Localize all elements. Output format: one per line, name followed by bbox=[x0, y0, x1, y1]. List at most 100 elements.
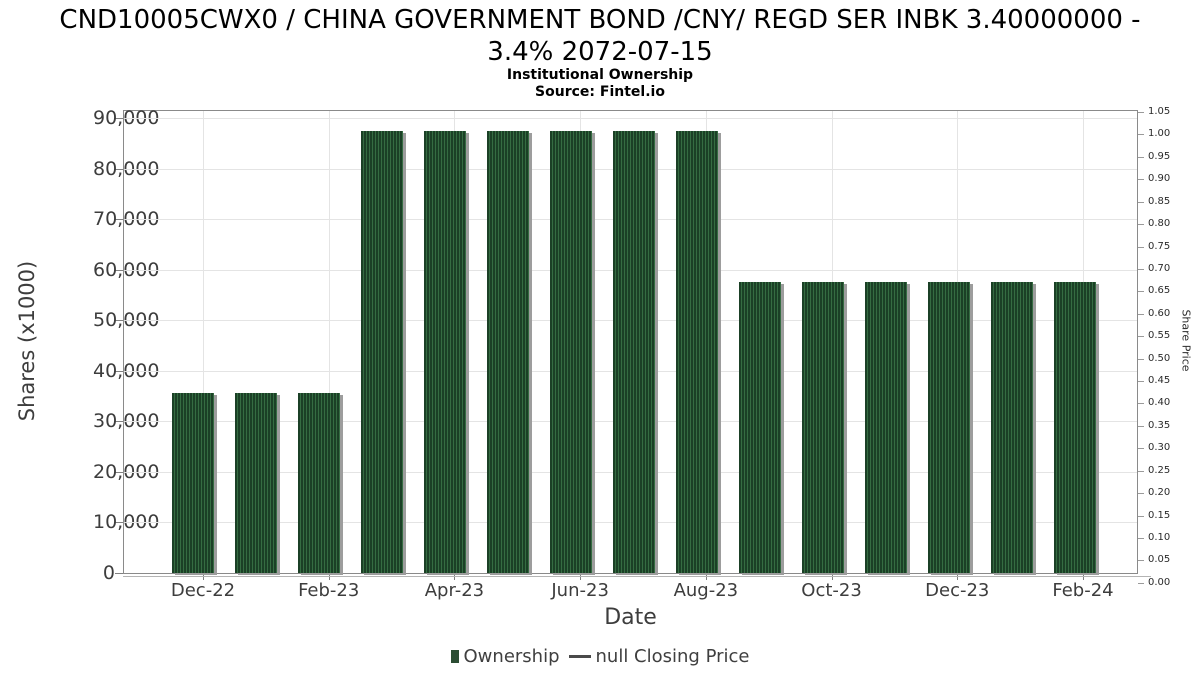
y-axis-right-tick bbox=[1138, 537, 1144, 539]
y-axis-right-tick bbox=[1138, 268, 1144, 270]
y-axis-left-tick-label: 40,000 bbox=[93, 360, 159, 382]
y-axis-left-tick bbox=[115, 118, 123, 119]
y-axis-right-tick bbox=[1138, 224, 1144, 226]
x-axis-line bbox=[123, 576, 1151, 577]
y-axis-left-tick bbox=[115, 168, 123, 170]
y-axis-right-tick-label: 0.75 bbox=[1148, 240, 1171, 252]
ownership-bar[interactable] bbox=[801, 282, 844, 573]
y-axis-left-tick-label: 20,000 bbox=[93, 461, 159, 483]
y-axis-left-tick bbox=[115, 522, 123, 524]
x-axis-tick bbox=[957, 574, 959, 580]
x-axis-tick-label: Dec-22 bbox=[170, 580, 236, 601]
y-axis-left-tick-label: 80,000 bbox=[93, 158, 159, 180]
x-axis-tick-label: Jun-23 bbox=[551, 580, 609, 601]
y-axis-right-tick-label: 0.80 bbox=[1148, 218, 1171, 230]
legend: Ownership null Closing Price bbox=[0, 646, 1200, 667]
y-axis-left-tick-label: 50,000 bbox=[93, 309, 159, 331]
chart-title-line1: CND10005CWX0 / CHINA GOVERNMENT BOND /CN… bbox=[59, 5, 1141, 35]
y-axis-right-tick-label: 0.55 bbox=[1148, 330, 1171, 342]
ownership-bar[interactable] bbox=[612, 131, 655, 573]
gridline-horizontal bbox=[124, 118, 1137, 119]
ownership-bar[interactable] bbox=[486, 131, 529, 573]
price-legend-label: null Closing Price bbox=[595, 646, 750, 667]
y-axis-right-tick bbox=[1138, 470, 1144, 472]
y-axis-right-tick-label: 0.15 bbox=[1148, 509, 1171, 521]
x-axis-tick-label: Dec-23 bbox=[925, 580, 990, 601]
ownership-bar[interactable] bbox=[927, 282, 970, 573]
y-axis-right-tick-label: 0.40 bbox=[1148, 397, 1171, 409]
plot-area bbox=[115, 110, 1144, 584]
y-axis-right-tick bbox=[1138, 358, 1144, 360]
y-axis-left-label: Shares (x1000) bbox=[15, 260, 39, 422]
y-axis-left-tick bbox=[115, 219, 123, 221]
x-axis-tick bbox=[831, 574, 833, 580]
gridline-vertical bbox=[203, 111, 204, 573]
ownership-bar[interactable] bbox=[738, 282, 781, 573]
y-axis-right-tick-label: 0.65 bbox=[1148, 285, 1171, 297]
y-axis-right-tick-label: 0.05 bbox=[1148, 554, 1171, 566]
y-axis-right-tick bbox=[1138, 515, 1144, 517]
ownership-bar[interactable] bbox=[990, 282, 1033, 573]
ownership-swatch-icon bbox=[450, 650, 459, 663]
y-axis-right-tick-label: 0.35 bbox=[1148, 419, 1171, 431]
ownership-bar[interactable] bbox=[549, 131, 592, 573]
y-axis-left-tick bbox=[115, 269, 123, 271]
ownership-bar[interactable] bbox=[1053, 282, 1096, 573]
ownership-bar[interactable] bbox=[423, 131, 466, 573]
ownership-bar[interactable] bbox=[171, 393, 214, 573]
y-axis-right-tick-label: 0.70 bbox=[1148, 262, 1171, 274]
y-axis-right-tick-label: 0.50 bbox=[1148, 352, 1171, 364]
y-axis-right-tick-label: 0.60 bbox=[1148, 307, 1171, 319]
x-axis-tick bbox=[1082, 574, 1084, 580]
ownership-legend-label: Ownership bbox=[463, 646, 560, 667]
ownership-bar[interactable] bbox=[234, 393, 277, 573]
y-axis-left-tick-label: 70,000 bbox=[93, 208, 159, 230]
y-axis-right-tick-label: 1.05 bbox=[1148, 106, 1171, 117]
y-axis-right-tick-label: 0.85 bbox=[1148, 195, 1171, 207]
chart-subtitle: Institutional Ownership bbox=[506, 67, 694, 83]
y-axis-right-tick bbox=[1138, 336, 1144, 338]
y-axis-left-tick bbox=[115, 421, 123, 423]
y-axis-right-tick bbox=[1138, 582, 1144, 584]
y-axis-left-tick-label: 10,000 bbox=[93, 511, 159, 533]
y-axis-right-tick bbox=[1138, 403, 1144, 405]
x-axis-tick bbox=[203, 574, 204, 580]
y-axis-right-tick-label: 0.45 bbox=[1148, 375, 1171, 387]
y-axis-right-tick bbox=[1138, 246, 1144, 248]
x-axis-tick bbox=[328, 574, 330, 580]
y-axis-left-tick-label: 60,000 bbox=[93, 259, 159, 281]
y-axis-right-tick bbox=[1138, 134, 1144, 136]
x-axis-tick-label: Feb-24 bbox=[1052, 580, 1114, 601]
y-axis-right-tick-label: 0.00 bbox=[1148, 576, 1171, 588]
ownership-bar[interactable] bbox=[360, 131, 403, 573]
y-axis-right-tick bbox=[1138, 425, 1144, 427]
gridline-vertical bbox=[328, 111, 330, 573]
y-axis-left-tick bbox=[115, 370, 123, 372]
x-axis-tick bbox=[705, 574, 707, 580]
y-axis-left-tick bbox=[115, 573, 123, 574]
y-axis-right-tick-label: 1.00 bbox=[1148, 128, 1171, 140]
x-axis-tick-label: Oct-23 bbox=[801, 580, 862, 601]
y-axis-right-tick bbox=[1138, 201, 1144, 203]
y-axis-right-tick-label: 0.25 bbox=[1148, 464, 1171, 476]
y-axis-right-tick bbox=[1138, 381, 1144, 383]
y-axis-right-tick bbox=[1138, 493, 1144, 495]
y-axis-right-tick-label: 0.30 bbox=[1148, 442, 1171, 454]
y-axis-right-tick-label: 0.20 bbox=[1148, 487, 1171, 499]
y-axis-right-tick bbox=[1138, 179, 1144, 181]
chart-source: Source: Fintel.io bbox=[535, 84, 665, 100]
ownership-bar[interactable] bbox=[675, 131, 718, 573]
y-axis-right-tick bbox=[1138, 291, 1144, 293]
ownership-bar[interactable] bbox=[864, 282, 907, 573]
x-axis-tick bbox=[580, 574, 582, 580]
y-axis-right-tick bbox=[1138, 112, 1144, 113]
y-axis-left-tick-label: 0 bbox=[102, 562, 115, 584]
chart-title-line2: 3.4% 2072-07-15 bbox=[487, 37, 713, 67]
price-line-swatch-icon bbox=[568, 655, 591, 658]
y-axis-right-label: Share Price bbox=[1179, 309, 1193, 372]
x-axis-label: Date bbox=[604, 605, 657, 630]
x-axis-tick bbox=[454, 574, 456, 580]
ownership-bar[interactable] bbox=[297, 393, 340, 573]
x-axis-tick-label: Apr-23 bbox=[424, 580, 485, 601]
